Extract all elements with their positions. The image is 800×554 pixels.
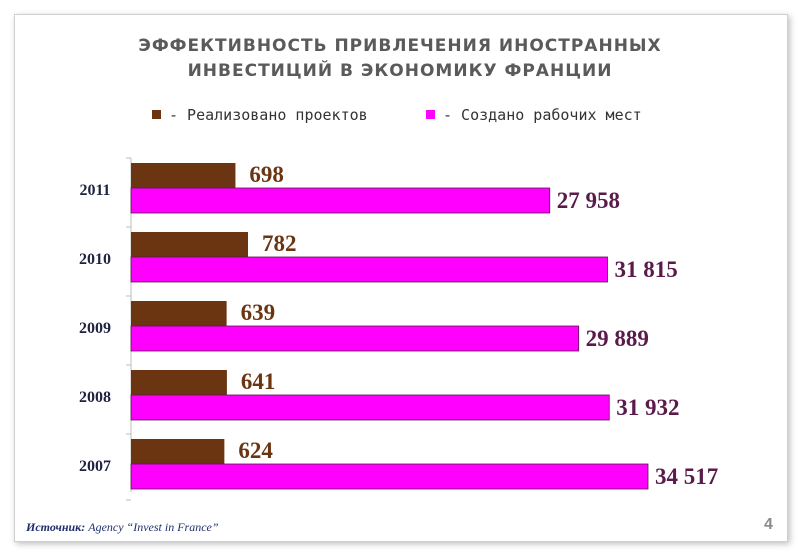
legend-swatch-projects (152, 110, 161, 119)
projects-value-label: 641 (241, 369, 276, 394)
category-label: 2007 (79, 458, 111, 475)
legend-swatch-jobs (426, 110, 435, 119)
projects-value-label: 698 (249, 162, 284, 187)
jobs-bar (130, 325, 580, 352)
category-label: 2010 (79, 251, 111, 268)
jobs-value-label: 27 958 (557, 188, 620, 213)
projects-bar (131, 439, 225, 464)
projects-bar (131, 232, 248, 257)
jobs-bar (130, 463, 649, 490)
source-note: Источник: Agency “Invest in France” (26, 520, 219, 535)
legend-item-jobs: - Создано рабочих мест (426, 106, 642, 124)
category-label: 2011 (79, 182, 110, 199)
jobs-value-label: 29 889 (586, 326, 649, 351)
projects-value-label: 782 (262, 231, 297, 256)
legend-label-projects: - Реализовано проектов (169, 106, 368, 124)
page-number: 4 (764, 516, 773, 533)
projects-value-label: 639 (241, 300, 276, 325)
category-label: 2009 (79, 320, 111, 337)
legend-label-jobs: - Создано рабочих мест (443, 106, 642, 124)
chart-title-line-2: ИНВЕСТИЦИЙ В ЭКОНОМИКУ ФРАНЦИИ (187, 61, 613, 81)
projects-value-label: 624 (238, 438, 273, 463)
jobs-value-label: 31 932 (616, 395, 679, 420)
chart-title-line-1: ЭФФЕКТИВНОСТЬ ПРИВЛЕЧЕНИЯ ИНОСТРАННЫХ (138, 36, 662, 56)
jobs-bar (130, 187, 551, 214)
projects-bar (131, 163, 236, 188)
source-text: Agency “Invest in France” (88, 520, 219, 534)
jobs-bar (130, 256, 608, 283)
projects-bar (131, 370, 227, 395)
source-label: Источник: (26, 520, 86, 534)
jobs-bar (130, 394, 610, 421)
jobs-value-label: 31 815 (615, 257, 678, 282)
legend-item-projects: - Реализовано проектов (152, 106, 368, 124)
jobs-value-label: 34 517 (655, 464, 718, 489)
category-label: 2008 (79, 389, 111, 406)
projects-bar (131, 301, 227, 326)
